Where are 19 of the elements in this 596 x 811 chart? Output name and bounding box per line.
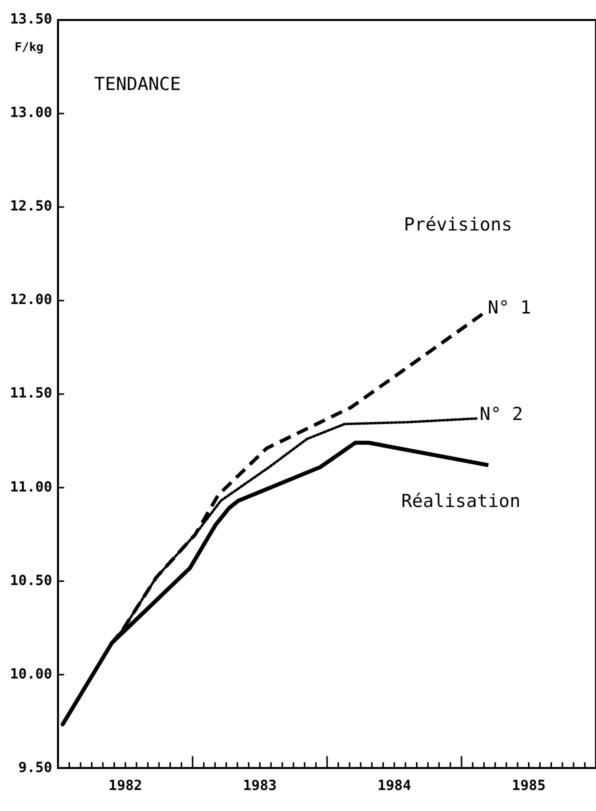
y-tick-label: 11.00 bbox=[10, 479, 52, 496]
x-tick-label: 1984 bbox=[377, 778, 412, 794]
text: Réalisation bbox=[401, 490, 520, 512]
y-tick-label: 10.00 bbox=[10, 666, 52, 682]
series-label: N° 1 bbox=[488, 297, 532, 318]
series-label: N° 2 bbox=[480, 404, 524, 426]
y-tick-label: 13.50 bbox=[10, 12, 52, 28]
x-tick-label: 1983 bbox=[242, 778, 277, 794]
y-tick-label: 12.50 bbox=[10, 198, 52, 215]
y-tick-label: 11.50 bbox=[10, 386, 52, 402]
annotation: Prévisions bbox=[404, 214, 512, 236]
x-tick-label: 1982 bbox=[108, 778, 142, 794]
y-tick-label: 9.50 bbox=[18, 760, 52, 776]
y-tick-label: 13.00 bbox=[10, 105, 52, 122]
y-tick-label: 10.50 bbox=[10, 572, 52, 589]
text: TENDANCE bbox=[94, 74, 181, 95]
y-axis-title: F/kg bbox=[14, 40, 44, 54]
y-tick-label: 12.00 bbox=[10, 292, 52, 308]
x-tick-label: 1985 bbox=[512, 778, 546, 794]
